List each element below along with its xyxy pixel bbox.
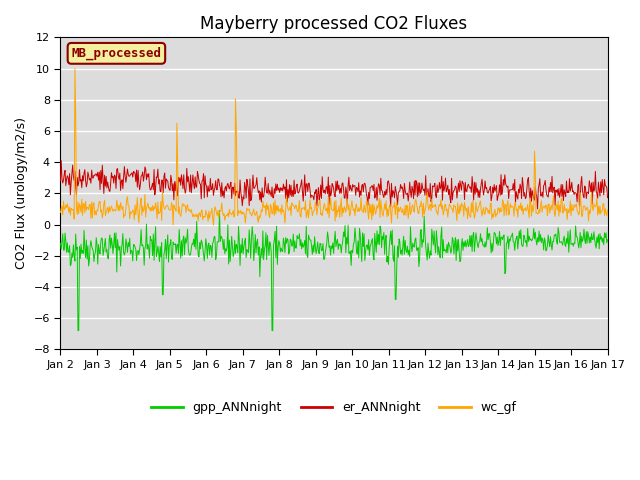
Title: Mayberry processed CO2 Fluxes: Mayberry processed CO2 Fluxes	[200, 15, 468, 33]
Y-axis label: CO2 Flux (urology/m2/s): CO2 Flux (urology/m2/s)	[15, 117, 28, 269]
Text: MB_processed: MB_processed	[72, 47, 161, 60]
Legend: gpp_ANNnight, er_ANNnight, wc_gf: gpp_ANNnight, er_ANNnight, wc_gf	[147, 396, 522, 419]
